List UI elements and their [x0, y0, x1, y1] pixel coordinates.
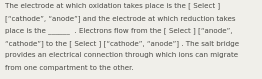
Text: from one compartment to the other.: from one compartment to the other.: [5, 65, 133, 71]
Text: [“cathode”, “anode”] and the electrode at which reduction takes: [“cathode”, “anode”] and the electrode a…: [5, 15, 235, 22]
Text: place is the ______  . Electrons flow from the [ Select ] [“anode”,: place is the ______ . Electrons flow fro…: [5, 27, 232, 34]
Text: provides an electrical connection through which ions can migrate: provides an electrical connection throug…: [5, 52, 238, 58]
Text: The electrode at which oxidation takes place is the [ Select ]: The electrode at which oxidation takes p…: [5, 2, 220, 9]
Text: “cathode”] to the [ Select ] [“cathode”, “anode”] . The salt bridge: “cathode”] to the [ Select ] [“cathode”,…: [5, 40, 239, 47]
